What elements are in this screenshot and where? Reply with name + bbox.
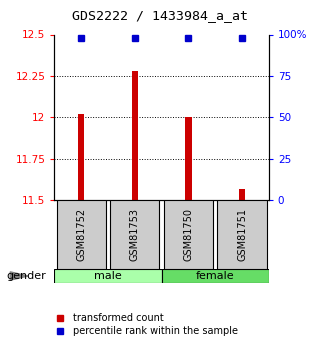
Bar: [217, 200, 267, 269]
Text: female: female: [196, 271, 235, 281]
Bar: [164, 200, 213, 269]
Text: GSM81753: GSM81753: [130, 208, 140, 261]
Bar: [162, 269, 269, 283]
Text: gender: gender: [6, 271, 46, 281]
Legend: transformed count, percentile rank within the sample: transformed count, percentile rank withi…: [46, 309, 242, 340]
Bar: [132, 71, 138, 200]
Bar: [54, 269, 162, 283]
Bar: [239, 188, 245, 200]
Bar: [57, 200, 106, 269]
Text: GSM81750: GSM81750: [183, 208, 193, 261]
Text: GDS2222 / 1433984_a_at: GDS2222 / 1433984_a_at: [72, 9, 248, 22]
Text: male: male: [94, 271, 122, 281]
Polygon shape: [10, 272, 28, 280]
Bar: [110, 200, 159, 269]
Text: GSM81751: GSM81751: [237, 208, 247, 261]
Bar: [78, 114, 84, 200]
Text: GSM81752: GSM81752: [76, 208, 86, 261]
Bar: [185, 117, 192, 200]
